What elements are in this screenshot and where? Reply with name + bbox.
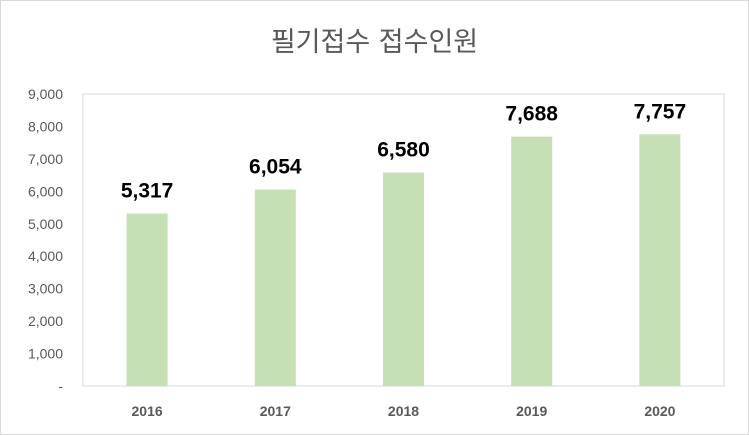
y-tick-label: 7,000 [28,151,63,167]
y-tick-label: 3,000 [28,281,63,297]
data-labels: 5,317 6,054 6,580 7,688 7,757 [121,100,686,202]
x-axis: 2016 2017 2018 2019 2020 [132,403,676,419]
data-label: 6,580 [377,139,430,162]
y-tick-label: 9,000 [28,86,63,102]
x-tick-label: 2016 [132,403,163,419]
y-tick-label: 5,000 [28,216,63,232]
y-tick-label: 1,000 [28,346,63,362]
bar [126,213,168,386]
bar [383,172,424,386]
y-tick-label: 6,000 [28,183,63,199]
y-axis: - 1,000 2,000 3,000 4,000 5,000 6,000 7,000 8,00… [28,86,63,394]
chart-title: 필기접수 접수인원 [270,27,479,58]
data-label: 5,317 [121,179,174,202]
bar [511,136,553,386]
y-tick-label: 8,000 [28,118,63,134]
bar [639,134,681,386]
y-tick-label: 4,000 [28,248,63,264]
x-tick-label: 2019 [516,403,547,419]
y-tick-label: 2,000 [28,313,63,329]
x-tick-label: 2020 [644,403,675,419]
x-tick-label: 2017 [260,403,291,419]
data-label: 7,757 [634,100,687,123]
y-tick-label: - [58,378,63,394]
bars [126,134,681,386]
data-label: 7,688 [505,103,558,126]
data-label: 6,054 [249,156,302,179]
bar [254,189,296,386]
x-tick-label: 2018 [388,403,419,419]
